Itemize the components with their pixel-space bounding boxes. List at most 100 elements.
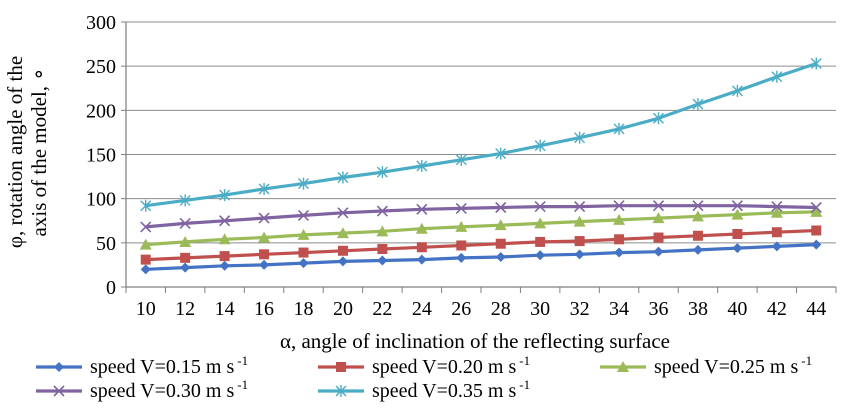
series-4 <box>140 200 822 233</box>
data-point-marker <box>614 234 625 245</box>
data-point-marker <box>376 166 388 179</box>
x-axis-title: α, angle of inclination of the reflectin… <box>280 329 670 353</box>
series-1 <box>140 239 822 275</box>
series-lines <box>139 57 823 275</box>
data-point-marker <box>455 220 468 232</box>
data-point-marker <box>691 210 704 222</box>
x-tick-labels: 10 12 14 16 18 20 22 24 26 28 30 32 34 36 38 40 42 44 <box>136 298 827 320</box>
x-tick-label: 14 <box>215 298 235 320</box>
data-point-marker <box>574 201 586 213</box>
data-point-marker <box>219 260 230 271</box>
data-point-marker <box>179 217 191 229</box>
legend-marker <box>54 362 64 372</box>
data-point-marker <box>336 227 349 239</box>
data-point-marker <box>613 213 626 225</box>
legend-label-unit-superscript: -1 <box>801 353 812 368</box>
data-point-marker <box>534 139 546 152</box>
x-tick-label: 28 <box>491 298 511 320</box>
data-point-marker <box>771 241 782 252</box>
x-tick-label: 38 <box>688 298 708 320</box>
data-point-marker <box>574 236 585 247</box>
data-point-marker <box>337 207 349 219</box>
data-point-marker <box>613 200 625 212</box>
data-point-marker <box>259 249 270 260</box>
data-point-marker <box>573 215 586 227</box>
y-tick-label: 300 <box>86 12 116 34</box>
data-point-marker <box>652 200 665 212</box>
data-point-marker <box>653 112 664 125</box>
legend-label-unit-superscript: -1 <box>237 377 248 392</box>
legend-label: speed V=0.35 m s -1 <box>372 377 530 402</box>
data-point-marker <box>140 264 151 275</box>
legend-label-text: speed V=0.35 m s <box>372 380 516 402</box>
data-point-marker <box>337 256 348 267</box>
data-point-marker <box>811 225 822 236</box>
legend-label-text: speed V=0.15 m s <box>90 356 234 378</box>
y-tick-label: 50 <box>96 233 116 255</box>
x-tick-label: 12 <box>175 298 195 320</box>
y-tick-label: 0 <box>106 277 116 299</box>
data-point-marker <box>259 259 270 270</box>
y-tick-labels: 0 50 100 150 200 250 300 <box>86 12 116 299</box>
data-point-marker <box>219 215 231 227</box>
data-point-marker <box>377 244 388 255</box>
legend-label: speed V=0.25 m s -1 <box>654 353 812 378</box>
data-point-marker <box>180 262 191 273</box>
axes <box>121 21 837 293</box>
legend-item-5: speed V=0.35 m s -1 <box>318 377 530 402</box>
x-tick-label: 40 <box>727 298 747 320</box>
legend-item-3: speed V=0.25 m s -1 <box>600 353 812 378</box>
legend: speed V=0.15 m s -1 speed V=0.20 m s -1 spee… <box>36 353 812 402</box>
y-tick-label: 250 <box>86 56 116 78</box>
data-point-marker <box>179 194 191 207</box>
data-point-marker <box>139 238 152 250</box>
data-point-marker <box>180 252 191 263</box>
legend-marker <box>335 385 347 397</box>
legend-marker <box>617 361 629 372</box>
data-point-marker <box>495 147 507 160</box>
series-line-1 <box>145 243 817 271</box>
data-point-marker <box>652 212 665 224</box>
x-tick-label: 34 <box>609 298 629 320</box>
data-point-marker <box>415 222 428 234</box>
legend-label-text: speed V=0.20 m s <box>372 356 516 378</box>
data-point-marker <box>495 201 507 214</box>
data-point-marker <box>416 242 427 253</box>
data-point-marker <box>692 200 704 212</box>
x-tick-label: 24 <box>412 298 432 320</box>
legend-marker <box>336 362 346 372</box>
data-point-marker <box>535 250 546 261</box>
data-point-marker <box>298 177 309 190</box>
series-line-5 <box>145 61 817 208</box>
legend-marker <box>53 385 65 397</box>
series-line-4 <box>145 204 817 229</box>
data-point-marker <box>416 203 428 215</box>
data-point-marker <box>258 212 270 224</box>
legend-label-unit-superscript: -1 <box>237 353 248 368</box>
x-tick-label: 36 <box>649 298 669 320</box>
data-point-marker <box>258 231 271 243</box>
x-tick-label: 16 <box>254 298 274 320</box>
data-point-marker <box>377 255 388 266</box>
legend-label-text: speed V=0.25 m s <box>654 356 798 378</box>
data-point-marker <box>337 171 349 184</box>
data-point-marker <box>455 153 467 166</box>
data-point-marker <box>298 247 309 258</box>
legend-label-unit-superscript: -1 <box>519 377 530 392</box>
data-point-marker <box>140 221 152 233</box>
y-axis-title-line-2: axis of the model, ∘ <box>27 68 51 237</box>
x-tick-label: 32 <box>570 298 590 320</box>
data-point-marker <box>376 225 389 237</box>
data-point-marker <box>494 219 507 231</box>
series-line-2 <box>145 228 817 262</box>
data-point-marker <box>416 159 428 172</box>
data-point-marker <box>731 208 744 220</box>
legend-label: speed V=0.30 m s -1 <box>90 377 248 402</box>
data-point-marker <box>219 189 231 202</box>
x-tick-label: 42 <box>767 298 787 320</box>
x-tick-label: 22 <box>372 298 392 320</box>
data-point-marker <box>613 122 625 135</box>
legend-label-text: speed V=0.30 m s <box>90 380 234 402</box>
data-point-marker <box>574 131 586 144</box>
